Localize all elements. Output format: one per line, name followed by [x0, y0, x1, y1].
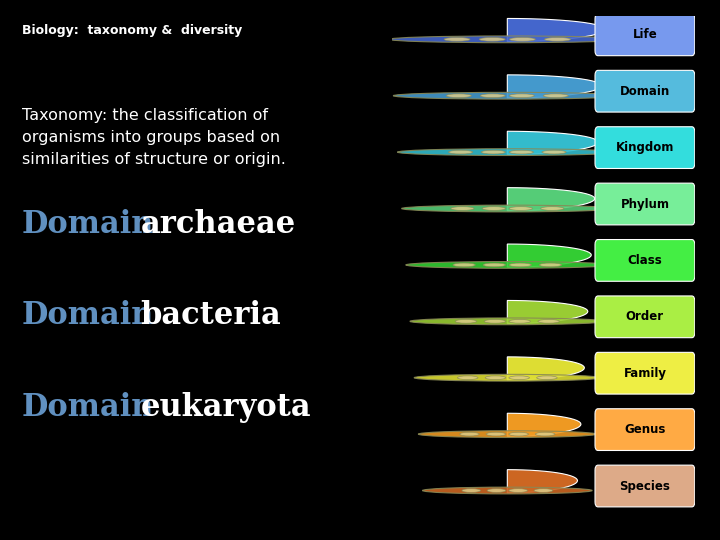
Ellipse shape — [509, 94, 534, 98]
Text: Domain: Domain — [620, 85, 670, 98]
Ellipse shape — [509, 263, 531, 267]
Ellipse shape — [539, 263, 562, 267]
Text: Genus: Genus — [624, 423, 665, 436]
Ellipse shape — [480, 37, 505, 41]
Ellipse shape — [486, 432, 505, 436]
Text: eukaryota: eukaryota — [140, 392, 311, 423]
FancyBboxPatch shape — [595, 240, 695, 281]
Text: Phylum: Phylum — [621, 198, 670, 211]
Text: Kingdom: Kingdom — [616, 141, 674, 154]
Ellipse shape — [449, 150, 473, 154]
Ellipse shape — [410, 318, 605, 325]
Polygon shape — [508, 300, 588, 323]
Ellipse shape — [393, 92, 621, 99]
Text: Life: Life — [633, 28, 657, 42]
Ellipse shape — [487, 489, 506, 492]
Ellipse shape — [544, 37, 570, 41]
Ellipse shape — [389, 36, 626, 43]
Ellipse shape — [481, 150, 505, 154]
Ellipse shape — [482, 207, 505, 211]
Text: bacteria: bacteria — [140, 300, 281, 332]
Text: Order: Order — [626, 310, 664, 323]
Ellipse shape — [414, 374, 600, 381]
Text: Taxonomy: the classification of
organisms into groups based on
similarities of s: Taxonomy: the classification of organism… — [22, 108, 285, 167]
Ellipse shape — [509, 320, 531, 323]
Text: Species: Species — [619, 480, 670, 492]
Ellipse shape — [455, 320, 477, 323]
Ellipse shape — [509, 37, 536, 41]
Ellipse shape — [509, 207, 532, 211]
Text: Domain: Domain — [22, 300, 154, 332]
Ellipse shape — [509, 489, 528, 492]
FancyBboxPatch shape — [595, 70, 695, 112]
Ellipse shape — [451, 207, 474, 211]
FancyBboxPatch shape — [595, 14, 695, 56]
FancyBboxPatch shape — [595, 127, 695, 168]
Polygon shape — [508, 131, 598, 154]
Text: Domain: Domain — [22, 392, 154, 423]
Ellipse shape — [509, 376, 529, 380]
Ellipse shape — [485, 376, 505, 380]
Ellipse shape — [459, 432, 480, 436]
Ellipse shape — [462, 489, 480, 492]
Polygon shape — [508, 75, 602, 98]
FancyBboxPatch shape — [595, 183, 695, 225]
FancyBboxPatch shape — [595, 296, 695, 338]
Text: Class: Class — [628, 254, 662, 267]
Polygon shape — [508, 470, 577, 493]
Ellipse shape — [509, 432, 528, 436]
Polygon shape — [508, 188, 595, 211]
Ellipse shape — [457, 376, 478, 380]
Ellipse shape — [544, 94, 568, 98]
FancyBboxPatch shape — [595, 465, 695, 507]
Ellipse shape — [541, 207, 564, 211]
Ellipse shape — [509, 150, 534, 154]
Ellipse shape — [402, 205, 613, 212]
Ellipse shape — [397, 148, 617, 156]
Ellipse shape — [453, 263, 475, 267]
Polygon shape — [508, 244, 591, 267]
Polygon shape — [508, 18, 605, 42]
Ellipse shape — [483, 263, 505, 267]
Ellipse shape — [406, 261, 609, 268]
Ellipse shape — [484, 320, 505, 323]
Ellipse shape — [534, 489, 553, 492]
Polygon shape — [508, 357, 585, 380]
Text: Family: Family — [624, 367, 667, 380]
Text: Domain: Domain — [22, 208, 154, 240]
Ellipse shape — [418, 431, 596, 437]
Text: archaeae: archaeae — [140, 208, 296, 240]
Ellipse shape — [536, 376, 557, 380]
Ellipse shape — [536, 432, 555, 436]
Ellipse shape — [538, 320, 559, 323]
Ellipse shape — [542, 150, 566, 154]
Ellipse shape — [423, 487, 592, 494]
FancyBboxPatch shape — [595, 409, 695, 450]
Ellipse shape — [446, 94, 472, 98]
Ellipse shape — [444, 37, 470, 41]
Polygon shape — [508, 413, 581, 436]
Ellipse shape — [480, 94, 505, 98]
Text: Biology:  taxonomy &  diversity: Biology: taxonomy & diversity — [22, 24, 242, 37]
FancyBboxPatch shape — [595, 352, 695, 394]
